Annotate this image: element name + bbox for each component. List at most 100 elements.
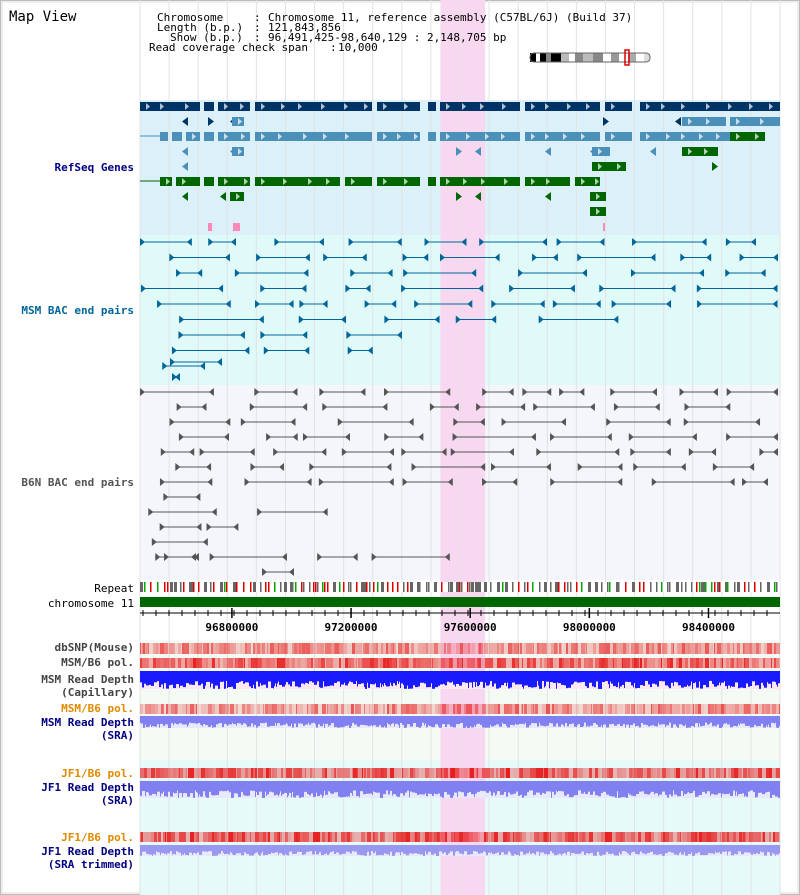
jf1-depth-trim-bar	[731, 845, 734, 856]
jf1-pol2-cell	[638, 832, 641, 842]
msm-depth-sra-bar	[352, 716, 354, 723]
msm-depth-cap-bar	[337, 671, 340, 682]
track-label-msm-pol: MSM/B6 pol.	[61, 656, 134, 669]
gene-strand-mark	[481, 178, 485, 185]
jf1-depth-sra-bar	[534, 781, 536, 795]
msm-pol2-cell	[642, 704, 643, 714]
msm-pol2-cell	[746, 704, 750, 714]
jf1-pol-cell	[536, 768, 539, 778]
msm-depth-cap-bar	[386, 671, 389, 687]
msm-depth-sra-bar	[248, 716, 251, 727]
jf1-pol-cell	[647, 768, 650, 778]
msm-pol2-cell	[570, 704, 572, 714]
jf1-depth-sra-bar	[309, 781, 311, 796]
dbsnp-cell	[168, 643, 169, 654]
bac-end	[546, 388, 552, 396]
bac-end	[613, 315, 619, 324]
jf1-depth-trim-bar	[679, 845, 680, 853]
jf1-depth-trim-bar	[380, 845, 382, 856]
bac-end	[552, 253, 558, 262]
msm-depth-sra-bar	[150, 716, 151, 725]
jf1-pol-cell	[676, 768, 680, 778]
dbsnp-cell	[394, 643, 396, 654]
jf1-pol2-cell	[325, 832, 328, 842]
msm-depth-sra-bar	[654, 716, 655, 727]
msm-depth-sra-bar	[738, 716, 739, 724]
msm-depth-cap-bar	[727, 671, 728, 689]
jf1-pol2-cell	[393, 832, 394, 842]
msm-pol2-cell	[251, 704, 254, 714]
repeat-element	[220, 582, 223, 592]
dbsnp-cell	[422, 643, 426, 654]
repeat-element	[727, 582, 729, 592]
dbsnp-cell	[359, 643, 362, 654]
dbsnp-cell	[236, 643, 240, 654]
jf1-depth-sra-bar	[658, 781, 659, 797]
msm-depth-sra-bar	[456, 716, 457, 725]
msm-pol2-cell	[347, 704, 351, 714]
msm-depth-cap-bar	[301, 671, 304, 684]
jf1-depth-trim-bar	[425, 845, 426, 852]
dbsnp-cell	[743, 643, 744, 654]
dbsnp-cell	[189, 643, 191, 654]
jf1-pol-cell	[573, 768, 577, 778]
msm-pol2-cell	[563, 704, 565, 714]
msm-pol2-cell	[375, 704, 378, 714]
jf1-depth-trim-bar	[442, 845, 444, 854]
jf1-pol-cell	[629, 768, 631, 778]
jf1-pol2-cell	[367, 832, 371, 842]
jf1-depth-sra-bar	[447, 781, 450, 795]
msm-depth-sra-bar	[291, 716, 292, 724]
jf1-pol2-cell	[459, 832, 463, 842]
dbsnp-cell	[776, 643, 778, 654]
msm-depth-cap-bar	[557, 671, 558, 683]
jf1-depth-sra-bar	[629, 781, 631, 795]
jf1-pol2-cell	[698, 832, 699, 842]
bac-end	[595, 300, 601, 308]
msm-depth-sra-bar	[387, 716, 388, 723]
jf1-depth-sra-bar	[161, 781, 163, 794]
msm-depth-cap-bar	[186, 671, 189, 684]
jf1-depth-sra-bar	[250, 781, 252, 791]
msm-pol2-cell	[178, 704, 182, 714]
jf1-depth-trim-bar	[292, 845, 295, 854]
jf1-pol-cell	[335, 768, 336, 778]
msm-depth-sra-bar	[723, 716, 724, 725]
msm-depth-cap-bar	[142, 671, 144, 688]
msm-depth-sra-bar	[241, 716, 243, 725]
jf1-pol-cell	[519, 768, 520, 778]
jf1-pol2-cell	[724, 832, 725, 842]
msm-depth-sra-bar	[385, 716, 387, 728]
repeat-element	[327, 582, 329, 592]
jf1-depth-sra-bar	[397, 781, 400, 797]
jf1-depth-sra-bar	[757, 781, 758, 797]
msm-pol2-cell	[158, 704, 161, 714]
dbsnp-cell	[558, 643, 559, 654]
jf1-depth-sra-bar	[508, 781, 510, 793]
msm-depth-cap-bar	[323, 671, 324, 682]
repeat-element	[699, 582, 701, 592]
repeat-element	[618, 582, 620, 592]
jf1-depth-trim-bar	[202, 845, 204, 852]
jf1-pol-cell	[281, 768, 282, 778]
dbsnp-cell	[526, 643, 529, 654]
jf1-depth-trim-bar	[744, 845, 747, 853]
jf1-pol-cell	[337, 768, 338, 778]
jf1-depth-trim-bar	[178, 845, 179, 853]
dbsnp-cell	[709, 643, 713, 654]
msm-pol-cell	[153, 658, 156, 668]
gene-strand-mark	[688, 148, 692, 155]
msm-depth-sra-bar	[357, 716, 360, 727]
repeat-element	[588, 582, 591, 592]
bac-end	[665, 418, 671, 426]
msm-depth-sra-bar	[758, 716, 760, 727]
gene-strand-mark	[546, 178, 550, 185]
bac-end	[610, 388, 616, 396]
bac-end	[396, 331, 402, 339]
jf1-depth-sra-bar	[669, 781, 671, 795]
jf1-depth-sra-bar	[722, 781, 724, 794]
msm-depth-sra-bar	[665, 716, 666, 728]
msm-depth-cap-bar	[539, 671, 542, 689]
jf1-depth-trim-bar	[562, 845, 563, 855]
